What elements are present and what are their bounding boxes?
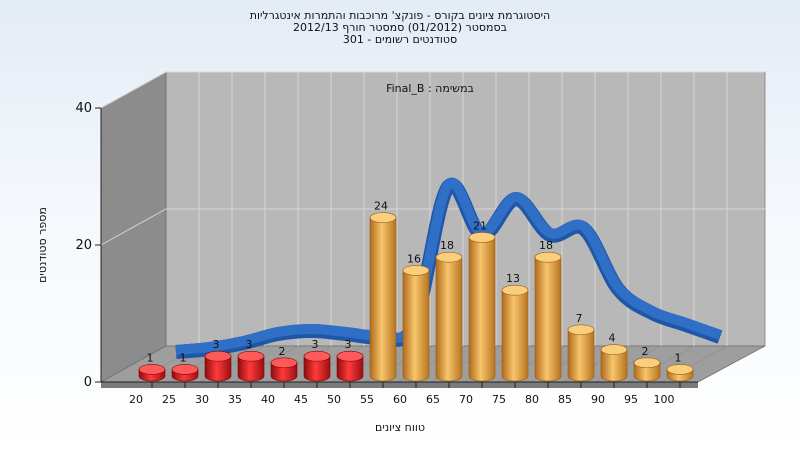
bar-value-label: 7 xyxy=(576,312,583,325)
x-tick-label: 80 xyxy=(525,393,539,406)
bar-body xyxy=(237,355,265,382)
bar-cap xyxy=(435,251,463,263)
bar: 2 xyxy=(633,345,661,382)
x-tick-label: 35 xyxy=(228,393,242,406)
x-tick-label: 20 xyxy=(129,393,143,406)
bar: 16 xyxy=(402,252,430,382)
y-tick-label: 20 xyxy=(75,238,92,253)
bar-body xyxy=(468,237,496,382)
bar-value-label: 3 xyxy=(312,338,319,351)
bar-value-label: 1 xyxy=(675,351,682,364)
y-tick-labels: 0 20 40 xyxy=(75,101,101,390)
bar-value-label: 24 xyxy=(374,200,388,213)
x-tick-label: 90 xyxy=(591,393,605,406)
bar-cap xyxy=(567,324,595,336)
chart-title-line-3: סטודנטים רשומים - 301 xyxy=(342,33,458,46)
bar: 1 xyxy=(171,351,199,382)
x-tick-label: 55 xyxy=(360,393,374,406)
bar-value-label: 1 xyxy=(180,351,187,364)
bar-body xyxy=(303,355,331,382)
bar: 4 xyxy=(600,332,628,382)
bar-body xyxy=(204,355,232,382)
x-axis-label: טווח ציונים xyxy=(375,421,425,434)
bar-value-label: 2 xyxy=(279,345,286,358)
bar-cap xyxy=(270,357,298,369)
bar: 13 xyxy=(501,272,529,382)
bar-value-label: 3 xyxy=(246,338,253,351)
bar-cap xyxy=(402,265,430,276)
bar-body xyxy=(501,289,529,382)
bar-cap xyxy=(204,350,232,362)
x-tick-label: 75 xyxy=(492,393,506,406)
bar: 2 xyxy=(270,345,298,382)
x-tick-label: 95 xyxy=(624,393,638,406)
x-tick-label: 25 xyxy=(162,393,176,406)
y-tick-label: 40 xyxy=(75,101,92,116)
x-tick-label: 30 xyxy=(195,393,209,406)
bar-value-label: 3 xyxy=(213,338,220,351)
x-tick-label: 50 xyxy=(327,393,341,406)
bar-body xyxy=(600,349,628,382)
bar-value-label: 3 xyxy=(345,338,352,351)
bar: 1 xyxy=(138,351,166,382)
x-tick-label: 60 xyxy=(393,393,407,406)
bar-body xyxy=(534,256,562,382)
chart-title-line-2: בסמסטר (01/2012) סמסטר חורף 2012/13 xyxy=(293,21,507,34)
bar: 3 xyxy=(237,338,265,382)
bar-body xyxy=(336,355,364,382)
bar-value-label: 4 xyxy=(609,332,616,345)
gridline-side xyxy=(100,208,167,246)
bar: 3 xyxy=(204,338,232,382)
bar: 21 xyxy=(468,219,496,382)
bar-cap xyxy=(633,357,661,369)
bar-body xyxy=(435,256,463,382)
bar: 7 xyxy=(567,312,595,382)
chart-floor-edge xyxy=(101,382,698,388)
bar-value-label: 2 xyxy=(642,345,649,358)
bar: 18 xyxy=(534,239,562,382)
bar-cap xyxy=(666,364,694,375)
bar: 3 xyxy=(336,338,364,382)
bar-cap xyxy=(336,350,364,362)
bar-value-label: 13 xyxy=(506,272,520,285)
x-tick-label: 70 xyxy=(459,393,473,406)
bar-value-label: 18 xyxy=(440,239,454,252)
gridline-side xyxy=(100,71,167,109)
bar-cap xyxy=(138,364,166,375)
bar-value-label: 16 xyxy=(407,252,421,265)
bar-value-label: 21 xyxy=(473,219,487,232)
bar-value-label: 1 xyxy=(147,351,154,364)
bar: 3 xyxy=(303,338,331,382)
bar: 1 xyxy=(666,351,694,382)
bar-cap xyxy=(501,284,529,296)
x-tick-label: 45 xyxy=(294,393,308,406)
bar-cap xyxy=(171,364,199,375)
y-axis-label: מספר סטודנטים xyxy=(36,207,49,283)
bar-body xyxy=(402,270,430,382)
bar-cap xyxy=(303,350,331,362)
bar-cap xyxy=(468,232,496,243)
chart-title: היסטוגרמת ציונים בקורס - פונקצ' מרוכבות … xyxy=(0,10,800,46)
chart-title-line-1: היסטוגרמת ציונים בקורס - פונקצ' מרוכבות … xyxy=(249,9,551,22)
annotation-label: במשימה : Final_B xyxy=(386,82,474,95)
bar-body xyxy=(567,329,595,382)
curve-ribbon xyxy=(175,177,722,355)
bar-cap xyxy=(534,251,562,263)
bar-body xyxy=(369,217,397,382)
bar-cap xyxy=(237,350,265,362)
x-tick-label: 85 xyxy=(558,393,572,406)
bar: 18 xyxy=(435,239,463,382)
x-tick-labels: 20 25 30 35 40 45 50 55 60 65 70 75 80 85 90 95 100 xyxy=(129,382,681,406)
x-tick-label: 40 xyxy=(261,393,275,406)
y-tick-label: 0 xyxy=(84,375,92,390)
bar: 24 xyxy=(369,200,397,382)
bar-cap xyxy=(600,344,628,355)
distribution-curve xyxy=(175,177,723,359)
bar-value-label: 18 xyxy=(539,239,553,252)
x-tick-label: 100 xyxy=(654,393,675,406)
bar-cap xyxy=(369,212,397,223)
x-tick-label: 65 xyxy=(426,393,440,406)
